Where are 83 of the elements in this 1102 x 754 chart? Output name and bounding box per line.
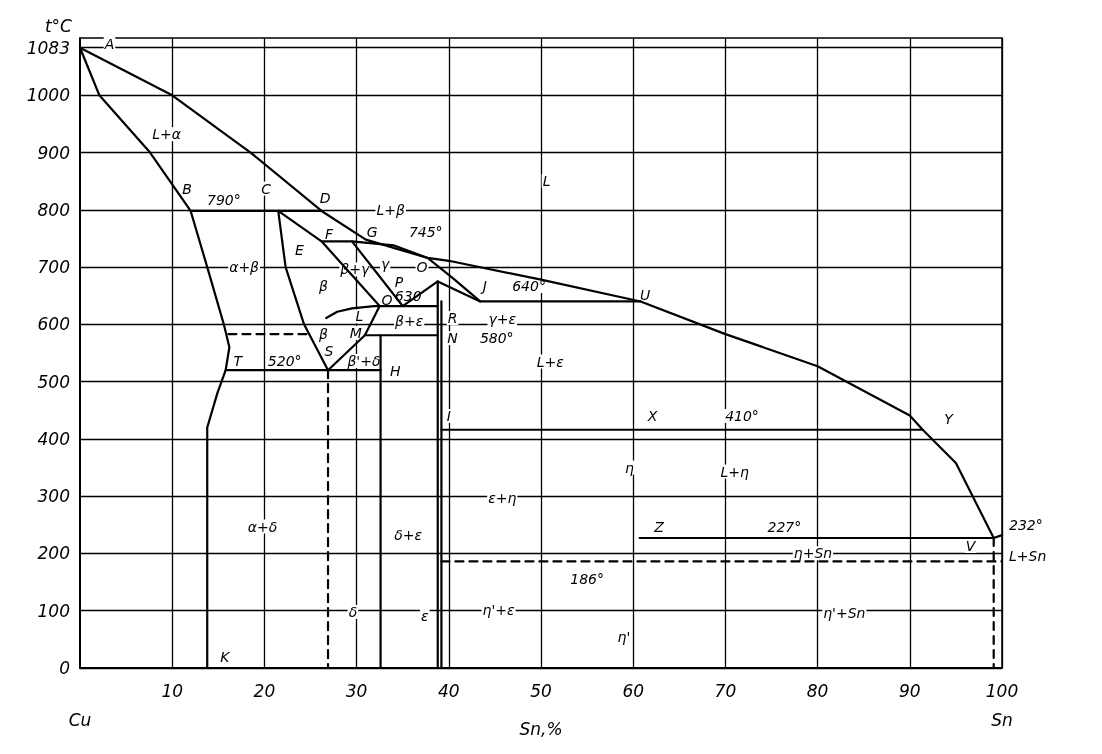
annotation: T (233, 353, 244, 370)
annotation: α+δ (247, 518, 278, 535)
y-axis-title: t°C (44, 15, 73, 36)
y-tick-label: 700 (37, 257, 70, 278)
annotation: L+α (152, 126, 182, 143)
annotation: 745° (408, 223, 443, 240)
y-tick-label: 1000 (26, 85, 70, 106)
annotation: F (324, 226, 334, 243)
annotation: ε (421, 607, 430, 624)
annotation: η+Sn (793, 545, 833, 562)
x-tick-label: 80 (806, 680, 829, 701)
x-tick-label: 60 (622, 680, 645, 701)
y-tick-label: 900 (37, 142, 70, 163)
annotation: N (447, 330, 459, 347)
text: 232° (1009, 516, 1043, 533)
annotation: H (390, 363, 402, 380)
x-tick-label: 20 (253, 680, 276, 701)
x-tick-label: 90 (898, 680, 921, 701)
annotation: δ+ε (394, 526, 423, 543)
annotation: O (416, 258, 428, 275)
annotation: J (479, 277, 487, 294)
x-tick-label: 10 (161, 680, 184, 701)
annotation: L (542, 173, 551, 190)
annotation: 186° (570, 571, 604, 588)
annotation: α+β (229, 259, 260, 276)
annotation: G (366, 223, 378, 240)
annotation: O (381, 292, 393, 309)
y-tick-label: 300 (37, 486, 70, 507)
annotation: X (646, 408, 658, 424)
annotation: β'+δ (346, 353, 381, 370)
x-tick-label: 50 (530, 680, 552, 701)
annotation: 640° (512, 277, 546, 294)
annotation: β+ε (394, 312, 424, 329)
y-tick-label: 500 (37, 371, 70, 392)
text: Cu (68, 710, 92, 730)
annotation: η (625, 459, 635, 476)
annotation: L (355, 308, 364, 325)
y-tick-label: 800 (37, 199, 70, 220)
annotation: β (317, 325, 328, 342)
x-tick-label: 100 (985, 680, 1019, 701)
annotation: 580° (479, 330, 514, 347)
text: Sn (991, 710, 1013, 730)
annotation: R (447, 310, 458, 327)
y-tick-label: 400 (37, 428, 70, 449)
annotation: γ+ε (488, 311, 517, 328)
x-axis-title: Sn,% (519, 718, 563, 739)
annotation: L+β (376, 201, 406, 218)
annotation: L+η (720, 463, 749, 480)
annotation: A (103, 35, 115, 52)
annotation: ε+η (488, 489, 517, 506)
annotation: 790° (206, 192, 241, 209)
annotation: η'+Sn (823, 605, 866, 622)
annotation: B (182, 180, 192, 197)
y-tick-label: 200 (37, 543, 70, 564)
annotation: U (640, 286, 651, 303)
x-tick-label: 30 (345, 680, 368, 701)
annotation: E (295, 242, 305, 259)
x-tick-label: 70 (714, 680, 737, 701)
annotation: Y (944, 410, 955, 427)
annotation: δ (348, 603, 358, 620)
annotation: C (261, 180, 272, 197)
annotation: S (324, 343, 334, 360)
annotation: Z (653, 519, 665, 536)
x-tick-label: 40 (437, 680, 460, 701)
annotation: 410° (725, 408, 759, 424)
annotation: D (319, 190, 331, 207)
y-tick-label: 600 (37, 314, 70, 335)
annotation: P (394, 273, 404, 290)
annotation: I (446, 408, 451, 424)
annotation: η' (617, 629, 631, 646)
annotation: L+ε (536, 353, 565, 370)
annotation: K (220, 648, 232, 665)
annotation: 520° (267, 353, 302, 370)
annotation: η'+ε (482, 602, 516, 619)
text: L+Sn (1009, 547, 1047, 564)
y-tick-label: 1083 (26, 37, 70, 58)
annotation: M (349, 324, 362, 341)
annotation: β (317, 277, 328, 294)
y-tick-label: 100 (37, 600, 70, 621)
annotation: 227° (767, 519, 802, 536)
y-tick-label: 0 (59, 658, 70, 678)
annotation: V (965, 538, 977, 555)
annotation: γ (381, 256, 391, 273)
